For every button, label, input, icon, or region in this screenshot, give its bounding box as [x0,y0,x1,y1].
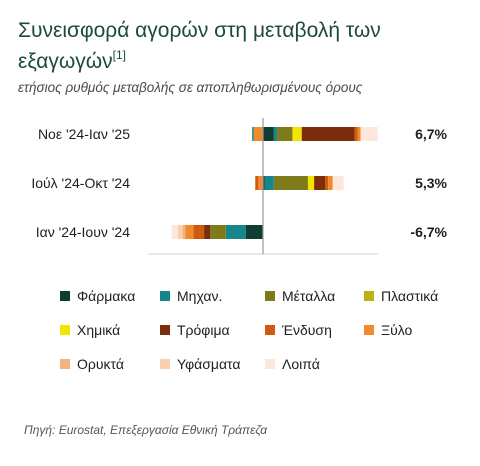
total-label: -6,7% [410,224,447,240]
bar-segment [325,176,329,190]
legend-label: Μηχαν. [177,288,223,304]
legend-label: Ξύλο [381,322,413,338]
chart-subtitle: ετήσιος ρυθμός μεταβολής σε αποπληθωρισμ… [18,80,363,95]
legend-swatch [364,325,374,335]
legend-item: Τρόφιμα [160,322,230,338]
legend-item: Φάρμακα [60,288,135,304]
legend-swatch [160,291,170,301]
legend-label: Τρόφιμα [177,322,230,338]
bar-segment [314,176,325,190]
bar-segment [245,225,263,239]
legend-item: Ξύλο [364,322,412,338]
bar-segment [177,225,183,239]
legend-label: Ένδυση [282,322,332,338]
legend-label: Μέταλλα [282,288,336,304]
legend-swatch [160,359,170,369]
legend-item: Ορυκτά [60,356,124,372]
bar-segment [332,176,344,190]
bar-segment [225,225,246,239]
bar-segment [210,225,226,239]
legend-label: Χημικά [77,322,121,338]
legend-swatch [60,359,70,369]
category-label: Νοε '24-Ιαν '25 [38,126,130,142]
legend-label: Φάρμακα [77,288,136,304]
bar-segment [253,127,263,141]
bar-segment [193,225,205,239]
legend-item: Μηχαν. [160,288,222,304]
legend-swatch [60,291,70,301]
chart-title-text: Συνεισφορά αγορών στη μεταβολή των εξαγω… [18,19,381,73]
category-label: Ιούλ '24-Οκτ '24 [31,175,130,191]
legend-label: Υφάσματα [177,356,241,372]
bar-segment [204,225,211,239]
legend-item: Υφάσματα [160,356,240,372]
bar-segment [171,225,178,239]
bar-segment [273,176,308,190]
bar-segment [307,176,315,190]
legend-swatch [364,291,374,301]
legend-swatch [160,325,170,335]
title-footnote-ref: [1] [112,48,126,62]
legend-item: Μέταλλα [265,288,335,304]
legend-label: Ορυκτά [77,356,124,372]
bar-segment [301,127,355,141]
chart-svg: Νοε '24-Ιαν '25 6,7% Ιούλ '24-Οκτ '24 5,3% Ι… [31,118,448,255]
bar-segment [354,127,358,141]
legend-label: Πλαστικά [381,288,439,304]
bar-segment [252,127,254,141]
bar-segment [185,225,194,239]
legend-swatch [265,291,275,301]
bar-segment [263,127,274,141]
bar-segment [357,127,361,141]
legend-swatch [265,325,275,335]
category-label: Ιαν '24-Ιουν '24 [36,224,130,240]
bar-segment [258,176,263,190]
source-note: Πηγή: Eurostat, Επεξεργασία Εθνική Τράπε… [24,423,268,437]
bar-segment [292,127,302,141]
total-label: 5,3% [415,175,447,191]
legend-item: Πλαστικά [364,288,438,304]
bar-segment [360,127,378,141]
chart-title: Συνεισφορά αγορών στη μεταβολή των εξαγω… [18,18,468,74]
bar-segment [255,176,259,190]
bar-segment [263,176,265,190]
legend-item: Χημικά [60,322,120,338]
legend-swatch [60,325,70,335]
legend-swatch [265,359,275,369]
bar-segment [276,127,293,141]
bar-segment [273,127,277,141]
bar-segment [182,225,186,239]
total-label: 6,7% [415,126,447,142]
legend-item: Λοιπά [265,356,320,372]
legend-label: Λοιπά [282,356,320,372]
legend-item: Ένδυση [265,322,332,338]
bar-segment [264,176,274,190]
bar-segment [328,176,333,190]
